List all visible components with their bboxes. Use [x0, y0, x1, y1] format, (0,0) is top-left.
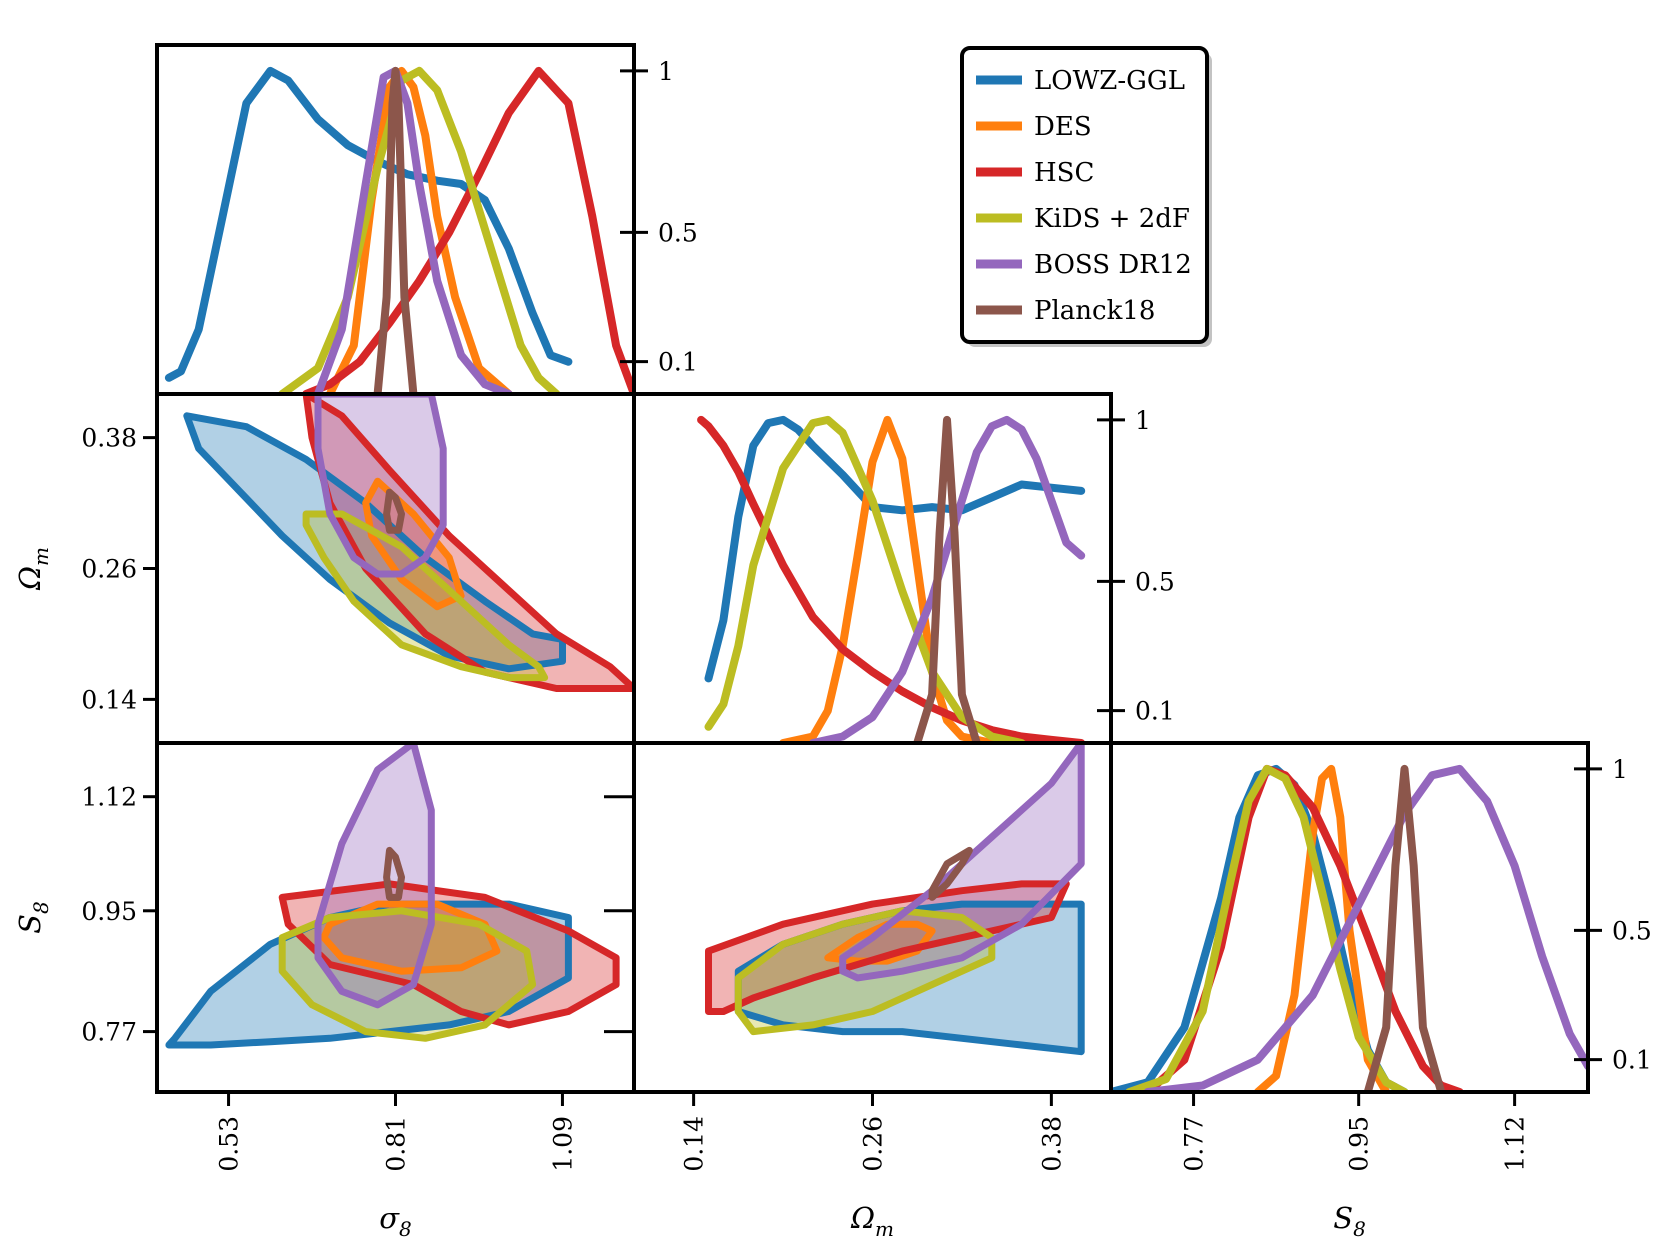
x-tick-label: 0.95 — [1345, 1116, 1374, 1172]
marginal-curve-planck18 — [373, 66, 418, 394]
marginal-curve-hsc — [1143, 764, 1464, 1092]
axis-labels: σ8 Ωm S8 Ωm S8 — [13, 547, 1366, 1241]
marginal-curve-hsc — [302, 66, 634, 394]
diag-y-tick-label: 0.1 — [1135, 697, 1175, 726]
marginal-curve-hsc — [697, 415, 1086, 743]
y-tick-label: 0.95 — [81, 897, 137, 926]
contour-line-planck18 — [928, 846, 973, 901]
contour-line-des — [320, 900, 501, 975]
legend: LOWZ-GGL DES HSC KiDS + 2dF BOSS DR12 Planck1… — [960, 46, 1212, 347]
y-tick-label: 0.38 — [81, 424, 137, 453]
legend-label: HSC — [1034, 158, 1094, 188]
y-axis-label: Ωm — [13, 547, 53, 591]
x-tick-label: 1.09 — [548, 1116, 577, 1172]
diag-y-tick-label: 0.1 — [658, 348, 698, 377]
contour-line-hsc — [278, 880, 620, 1029]
legend-label: LOWZ-GGL — [1034, 66, 1185, 96]
contour-line-boss-dr12 — [314, 743, 435, 1009]
contour-line-lowz-ggl — [183, 412, 566, 673]
y-tick-label: 0.77 — [81, 1018, 137, 1047]
contour-line-kids-2df — [734, 907, 996, 1036]
x-tick-label: 0.77 — [1180, 1116, 1209, 1172]
marginal-curve-lowz-ggl — [164, 66, 573, 382]
contour-fill-boss-dr12 — [842, 743, 1082, 978]
x-axis-label: S8 — [1333, 1201, 1366, 1241]
panel-frame — [1109, 741, 1590, 1094]
marginal-curve-boss-dr12 — [314, 66, 513, 394]
x-tick-label: 1.12 — [1501, 1116, 1530, 1172]
ticks: 0.1 0.5 1 0.1 0.5 1 0.1 0.5 1 0.14 0.26 0.38 0.77 0.9… — [81, 57, 1651, 1172]
x-tick-label: 0.26 — [859, 1116, 888, 1172]
y-axis-label: S8 — [13, 901, 53, 934]
diag-y-tick-label: 0.5 — [1612, 916, 1652, 945]
contour-line-planck18 — [383, 488, 405, 534]
legend-label: BOSS DR12 — [1034, 250, 1192, 280]
x-axis-label: σ8 — [379, 1201, 412, 1241]
x-tick-label: 0.81 — [382, 1116, 411, 1172]
contour-fill-kids-2df — [282, 910, 533, 1039]
x-tick-label: 0.38 — [1037, 1116, 1066, 1172]
legend-label: Planck18 — [1034, 296, 1155, 326]
contour-line-kids-2df — [278, 907, 537, 1042]
legend-label: KiDS + 2dF — [1034, 204, 1190, 234]
legend-box — [960, 46, 1209, 344]
diag-y-tick-label: 0.5 — [1135, 567, 1175, 596]
marginal-curve-kids-2df — [704, 415, 1026, 743]
contour-line-hsc — [302, 394, 634, 692]
x-tick-label: 0.53 — [215, 1116, 244, 1172]
marginal-curve-kids-2df — [1125, 764, 1409, 1092]
y-tick-label: 0.26 — [81, 555, 137, 584]
panel-frame — [632, 392, 1113, 745]
marginal-curve-des — [1253, 764, 1391, 1092]
y-tick-label: 0.14 — [81, 685, 137, 714]
marginal-curve-des — [779, 415, 996, 743]
marginal-curve-planck18 — [1363, 764, 1446, 1092]
curve-lines — [164, 66, 1588, 1092]
contour-fill-boss-dr12 — [318, 743, 432, 1005]
diag-y-tick-label: 0.5 — [658, 218, 698, 247]
marginal-curve-boss-dr12 — [1143, 764, 1588, 1092]
marginal-curve-planck18 — [913, 415, 981, 743]
legend-label: DES — [1034, 112, 1092, 142]
marginal-curve-lowz-ggl — [704, 415, 1086, 683]
y-tick-label: 1.12 — [81, 783, 137, 812]
contour-line-planck18 — [383, 846, 405, 901]
diag-y-tick-label: 1 — [1135, 406, 1151, 435]
x-tick-label: 0.14 — [680, 1116, 709, 1172]
diag-y-tick-label: 0.1 — [1612, 1046, 1652, 1075]
contour-line-des — [362, 477, 465, 611]
x-axis-label: Ωm — [850, 1201, 894, 1241]
diag-y-tick-label: 1 — [658, 57, 674, 86]
marginal-curve-boss-dr12 — [808, 415, 1086, 743]
contour-line-boss-dr12 — [314, 394, 447, 578]
marginal-curve-des — [325, 66, 513, 394]
diag-y-tick-label: 1 — [1612, 755, 1628, 784]
contour-line-kids-2df — [302, 510, 549, 682]
